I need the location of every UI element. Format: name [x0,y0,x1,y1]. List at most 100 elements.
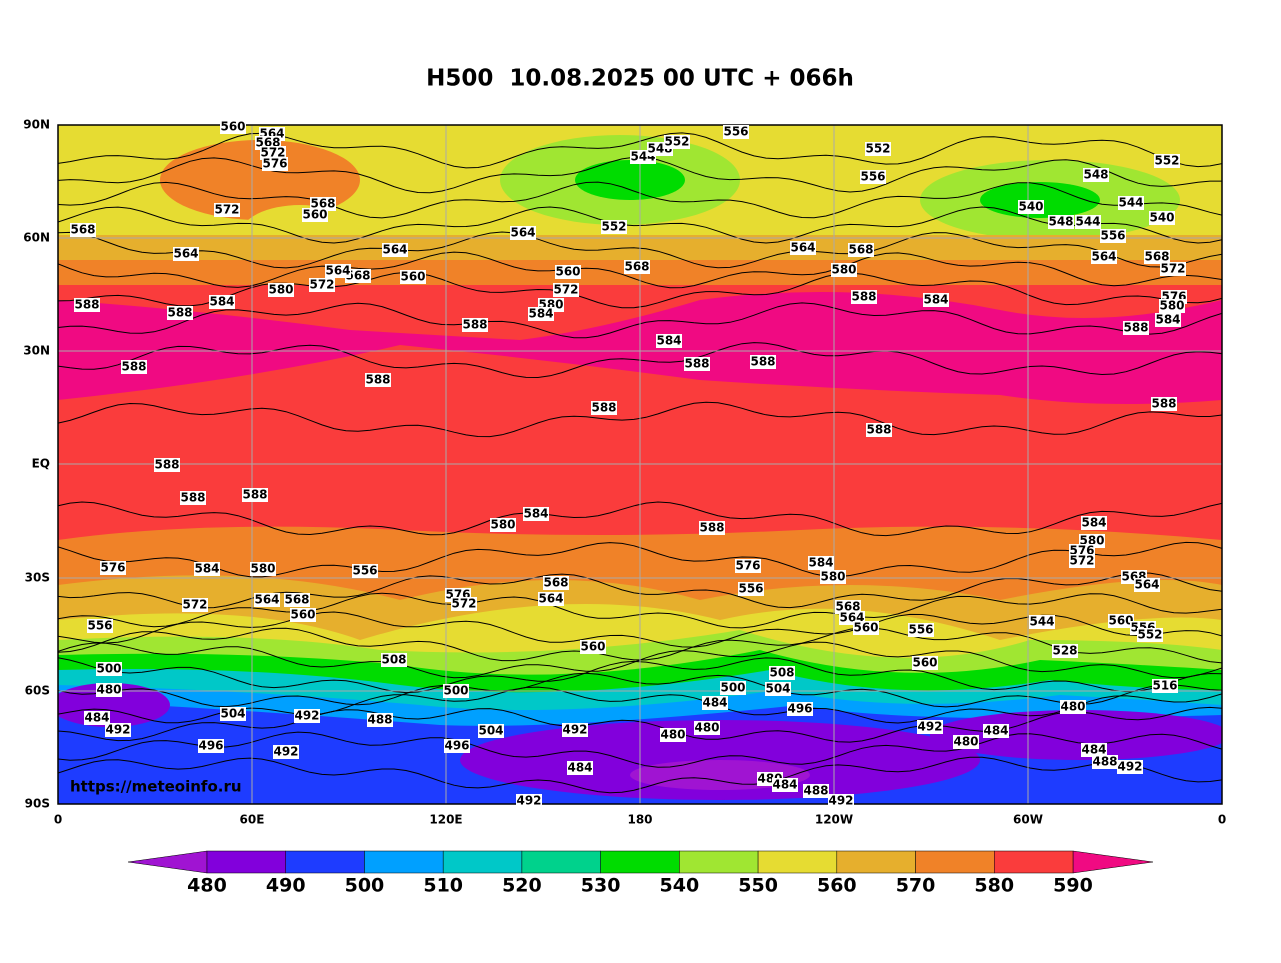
contour-label-bg [173,247,199,261]
colorbar-under [127,850,208,874]
contour-label: 568 [543,576,568,590]
contour-label: 548 [1083,168,1108,182]
colorbar-label: 510 [423,875,463,897]
contour-label: 580 [250,562,275,576]
contour-label: 560 [400,270,425,284]
contour-label-bg [1155,313,1181,327]
contour-label-bg [1100,229,1126,243]
contour-label-bg [1118,196,1144,210]
contour-label: 580 [490,518,515,532]
contour-label: 568 [310,197,335,211]
contour-label: 480 [953,735,978,749]
contour-label-bg [1144,250,1170,264]
contour-label-bg [1159,299,1185,313]
colorbar-label: 550 [738,875,778,897]
contour-label: 528 [1052,644,1077,658]
colorbar-segment [915,850,995,874]
contour-label-bg [382,243,408,257]
contour-label: 492 [273,745,298,759]
contour-label: 484 [702,696,727,710]
contour-label: 548 [1048,215,1073,229]
colorbar-label: 570 [896,875,936,897]
contour-label-bg [720,681,746,695]
contour-label-bg [912,656,938,670]
contour-label-bg [167,306,193,320]
colorbar-label: 590 [1053,875,1093,897]
contour-label-bg [624,260,650,274]
contour-label-bg [848,243,874,257]
contour-label-bg [750,355,776,369]
contour-label-bg [1083,168,1109,182]
contour-label: 484 [84,711,109,725]
lon-label: 60W [1013,813,1043,827]
lon-label: 60E [240,813,265,827]
contour-label: 556 [352,564,377,578]
contour-label: 540 [1018,200,1043,214]
contour-label: 552 [865,142,890,156]
contour-label: 544 [1075,215,1100,229]
contour-label-bg [1117,760,1143,774]
contour-label-bg [352,564,378,578]
contour-label: 544 [1029,615,1054,629]
contour-label: 564 [1091,250,1116,264]
contour-label-bg [1018,200,1044,214]
contour-label-bg [820,570,846,584]
colorbar-label: 520 [502,875,542,897]
map-fill [58,125,1222,804]
contour-label: 540 [1149,211,1174,225]
colorbar-segment [285,850,365,874]
contour-label-bg [528,307,554,321]
contour-label-bg [523,507,549,521]
contour-label: 572 [553,283,578,297]
contour-label: 568 [284,593,309,607]
contour-label: 492 [516,794,541,808]
contour-label: 488 [367,713,392,727]
contour-label: 484 [1081,743,1106,757]
contour-label-bg [1092,755,1118,769]
contour-label-bg [254,593,280,607]
contour-label-bg [1052,644,1078,658]
contour-label-bg [1060,700,1086,714]
contour-label: 556 [738,582,763,596]
contour-label-bg [1048,215,1074,229]
contour-label: 500 [96,662,121,676]
contour-label-bg [1069,554,1095,568]
contour-label: 564 [510,226,535,240]
source-url: https://meteoinfo.ru [70,778,242,796]
contour-label-bg [490,518,516,532]
contour-label-bg [787,702,813,716]
contour-label-bg [220,707,246,721]
contour-label: 508 [381,653,406,667]
contour-label-bg [74,298,100,312]
contour-label-bg [1081,743,1107,757]
contour-label: 560 [302,208,327,222]
contour-label: 492 [105,723,130,737]
contour-label: 572 [214,203,239,217]
contour-label-bg [923,293,949,307]
contour-label: 484 [983,724,1008,738]
contour-label: 584 [528,307,553,321]
contour-label-bg [96,662,122,676]
contour-label-bg [194,562,220,576]
contour-label-bg [660,728,686,742]
contour-label-bg [154,458,180,472]
contour-label-bg [220,120,246,134]
contour-label: 560 [220,120,245,134]
contour-label: 568 [1144,250,1169,264]
contour-label-bg [1029,615,1055,629]
contour-label-bg [1160,262,1186,276]
contour-label: 572 [309,278,334,292]
contour-label: 504 [220,707,245,721]
contour-label: 572 [451,597,476,611]
contour-label-bg [1134,578,1160,592]
contour-label-bg [302,208,328,222]
contour-label: 584 [523,507,548,521]
contour-label-bg [1151,397,1177,411]
contour-label: 584 [1155,313,1180,327]
contour-label-bg [699,521,725,535]
contour-label-bg [917,720,943,734]
contour-label: 580 [268,283,293,297]
contour-label: 492 [828,794,853,808]
contour-label-bg [866,423,892,437]
contour-label: 480 [1060,700,1085,714]
